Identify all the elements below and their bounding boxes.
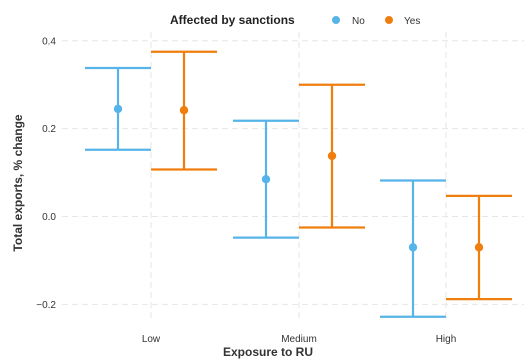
y-axis-ticks: −0.2 0.0 0.2 0.4: [36, 36, 56, 311]
series-no-point: [261, 174, 271, 184]
y-axis-title: Total exports, % change: [11, 114, 25, 251]
y-tick-label: 0.2: [42, 124, 56, 135]
series-yes-point: [327, 151, 337, 161]
legend-label-no: No: [352, 16, 365, 27]
x-axis-title: Exposure to RU: [223, 345, 313, 359]
x-tick-label: Medium: [281, 334, 317, 345]
series-no-point: [113, 104, 123, 114]
legend-label-yes: Yes: [404, 16, 420, 27]
legend-marker-yes: [385, 16, 393, 24]
legend-title: Affected by sanctions: [170, 13, 295, 27]
series-no-point: [408, 243, 418, 252]
y-tick-label: 0.4: [42, 36, 56, 47]
y-tick-label: −0.2: [36, 300, 56, 311]
legend-marker-no: [332, 16, 340, 24]
legend: Affected by sanctions No Yes: [170, 13, 420, 27]
series-yes-point: [179, 106, 189, 115]
grid-lines: [62, 32, 524, 322]
x-tick-label: Low: [142, 334, 161, 345]
x-tick-label: High: [436, 334, 457, 345]
error-bars: [85, 50, 512, 318]
x-axis-ticks: Low Medium High: [142, 334, 456, 345]
y-tick-label: 0.0: [42, 212, 56, 223]
series-yes-point: [474, 243, 484, 252]
